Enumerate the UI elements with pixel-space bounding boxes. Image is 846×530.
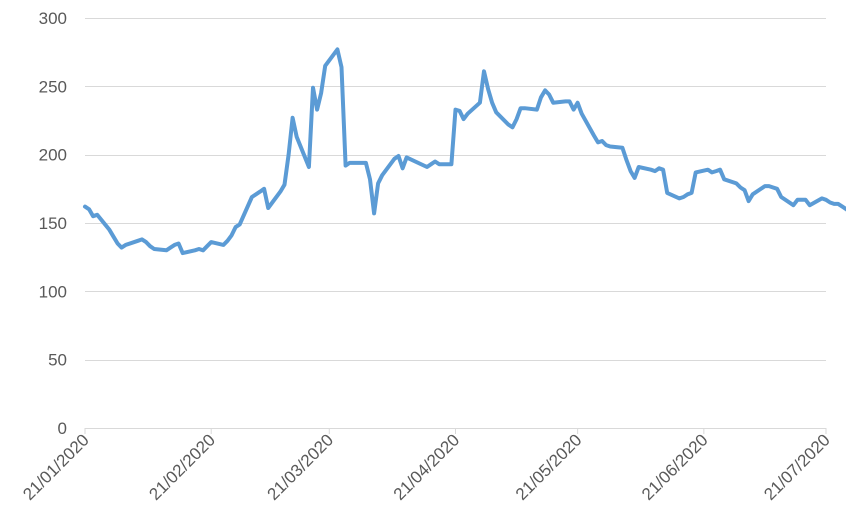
x-tick-label: 21/02/2020 (145, 430, 219, 504)
x-tick-label: 21/01/2020 (19, 430, 93, 504)
y-tick-label: 300 (39, 9, 67, 28)
series-layer (83, 47, 846, 256)
x-tick-label: 21/06/2020 (638, 430, 712, 504)
y-tick-label: 50 (48, 351, 67, 370)
y-tick-label: 250 (39, 77, 67, 96)
axes (84, 428, 827, 434)
x-tick-label: 21/05/2020 (512, 430, 586, 504)
y-tick-label: 200 (39, 146, 67, 165)
gridlines (85, 18, 826, 361)
x-tick-label: 21/07/2020 (760, 430, 834, 504)
series-line (83, 47, 846, 256)
x-tick-label: 21/04/2020 (390, 430, 464, 504)
x-tick-label: 21/03/2020 (264, 430, 338, 504)
y-tick-label: 0 (58, 419, 67, 438)
x-tick-labels: 21/01/2020 21/02/2020 21/03/2020 21/04/2020… (19, 430, 834, 504)
y-tick-labels: 0 50 100 150 200 250 300 (39, 9, 67, 438)
y-tick-label: 150 (39, 214, 67, 233)
y-tick-label: 100 (39, 282, 67, 301)
